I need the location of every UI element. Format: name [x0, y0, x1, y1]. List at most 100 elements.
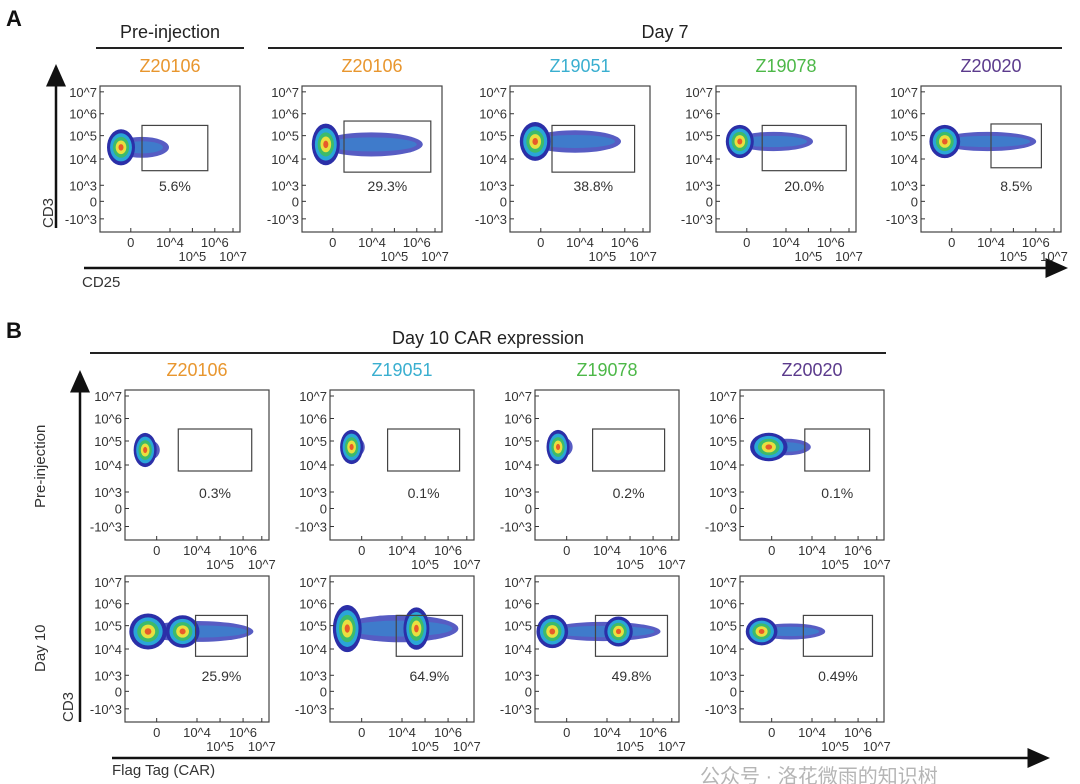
flow-plot-a-4: 10^710^610^510^410^30-10^30 10^410^510^61… — [886, 85, 1068, 264]
x-tick-label: 10^4 — [593, 543, 621, 558]
x-tick-label: 0 — [743, 235, 750, 250]
y-tick-label: 10^7 — [69, 85, 97, 100]
y-tick-label: 10^5 — [479, 129, 507, 144]
y-tick-label: 10^4 — [504, 458, 532, 473]
y-tick-label: 10^4 — [479, 152, 507, 167]
flow-plot-b-4: 10^710^610^510^410^30-10^30 10^410^510^61… — [90, 575, 276, 754]
flow-plot-a-0: 10^710^610^510^410^30-10^30 10^410^510^61… — [65, 85, 247, 264]
density-cloud — [311, 123, 423, 166]
y-tick-label: 10^6 — [709, 597, 737, 612]
y-tick-label: 10^6 — [504, 412, 532, 427]
density-cloud — [929, 124, 1037, 159]
y-tick-label: -10^3 — [267, 212, 299, 227]
density-core — [615, 628, 622, 635]
x-tick-label: 10^6 — [1022, 235, 1050, 250]
y-tick-label: 0 — [320, 684, 327, 699]
sample-title-z20106: Z20106 — [139, 56, 201, 76]
y-tick-label: 0 — [500, 194, 507, 209]
x-tick-label: 10^7 — [248, 739, 276, 754]
y-tick-label: 10^3 — [69, 178, 97, 193]
gate-rectangle — [802, 614, 874, 657]
x-tick-label: 10^6 — [639, 543, 667, 558]
y-tick-label: 10^5 — [709, 619, 737, 634]
y-tick-label: 10^6 — [685, 107, 713, 122]
x-tick-label: 10^6 — [229, 543, 257, 558]
y-tick-label: 10^5 — [94, 619, 122, 634]
y-tick-label: 10^3 — [299, 668, 327, 683]
y-tick-label: -10^3 — [500, 520, 532, 535]
y-tick-label: -10^3 — [295, 520, 327, 535]
y-tick-label: 10^5 — [299, 434, 327, 449]
flow-plot-b-5: 10^710^610^510^410^30-10^30 10^410^510^61… — [295, 575, 481, 754]
x-tick-label: 10^7 — [863, 557, 891, 572]
y-tick-label: 10^7 — [685, 85, 713, 100]
y-tick-label: 10^4 — [94, 458, 122, 473]
x-tick-label: 10^5 — [821, 557, 849, 572]
x-tick-label: 10^6 — [639, 725, 667, 740]
density-core — [118, 144, 124, 151]
panel-b-header: Day 10 CAR expression — [391, 328, 585, 348]
x-tick-label: 10^6 — [403, 235, 431, 250]
density-core — [758, 628, 765, 634]
y-tick-label: -10^3 — [681, 212, 713, 227]
density-core — [765, 444, 773, 450]
x-tick-label: 10^5 — [795, 249, 823, 264]
y-tick-label: 10^5 — [685, 129, 713, 144]
gate-percent: 0.3% — [199, 485, 231, 501]
density-cloud — [107, 129, 169, 166]
plot-frame — [739, 575, 885, 723]
y-tick-label: 10^4 — [69, 152, 97, 167]
gate-percent: 0.2% — [613, 485, 645, 501]
gate-percent: 29.3% — [368, 178, 408, 194]
x-tick-label: 0 — [127, 235, 134, 250]
panel-b-header-underline — [90, 352, 886, 354]
y-tick-label: 10^4 — [709, 458, 737, 473]
y-tick-label: 10^6 — [709, 412, 737, 427]
x-tick-label: 10^7 — [863, 739, 891, 754]
gate-rectangle — [141, 124, 209, 172]
y-tick-label: 10^6 — [504, 597, 532, 612]
density-core — [323, 140, 329, 149]
y-tick-label: 10^5 — [504, 619, 532, 634]
panel-b-x-axis-label: Flag Tag (CAR) — [112, 762, 216, 779]
x-tick-label: 10^4 — [156, 235, 184, 250]
y-tick-label: 10^6 — [271, 107, 299, 122]
y-tick-label: 10^7 — [504, 389, 532, 404]
sample-title-z20106: Z20106 — [166, 360, 228, 380]
y-tick-label: 10^7 — [94, 389, 122, 404]
watermark: 公众号 · 洛花微雨的知识树 — [700, 766, 938, 784]
x-tick-label: 10^5 — [381, 249, 409, 264]
y-tick-label: 10^4 — [94, 642, 122, 657]
density-tail-inner — [535, 134, 615, 149]
x-tick-label: 10^6 — [434, 725, 462, 740]
gate-percent: 8.5% — [1000, 178, 1032, 194]
y-tick-label: 10^3 — [685, 178, 713, 193]
density-core — [555, 443, 561, 451]
x-tick-label: 10^7 — [658, 557, 686, 572]
flow-plot-a-3: 10^710^610^510^410^30-10^30 10^410^510^61… — [681, 85, 863, 264]
y-tick-label: -10^3 — [705, 702, 737, 717]
x-tick-label: 0 — [537, 235, 544, 250]
density-cloud — [332, 604, 459, 653]
gate-rectangle — [177, 428, 253, 472]
density-core — [344, 624, 350, 633]
y-tick-label: 10^5 — [890, 129, 918, 144]
x-tick-label: 0 — [358, 725, 365, 740]
x-tick-label: 10^5 — [616, 739, 644, 754]
density-cloud — [519, 122, 621, 161]
y-tick-label: 10^3 — [94, 668, 122, 683]
y-tick-label: -10^3 — [500, 702, 532, 717]
y-tick-label: 0 — [292, 194, 299, 209]
y-tick-label: 10^5 — [709, 434, 737, 449]
y-tick-label: 10^3 — [504, 668, 532, 683]
x-tick-label: 0 — [948, 235, 955, 250]
x-tick-label: 10^7 — [1040, 249, 1068, 264]
density-cloud — [536, 614, 661, 649]
sample-title-z20020: Z20020 — [960, 56, 1022, 76]
y-tick-label: 0 — [730, 684, 737, 699]
gate-rectangle — [990, 123, 1043, 169]
y-tick-label: 10^3 — [709, 485, 737, 500]
x-tick-label: 10^4 — [358, 235, 386, 250]
group-header-pre-injection: Pre-injection — [119, 22, 221, 42]
